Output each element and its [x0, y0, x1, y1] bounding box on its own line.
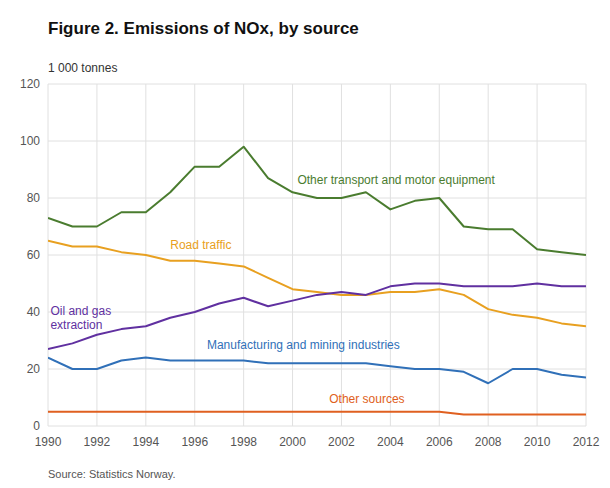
- y-tick-label: 100: [20, 134, 40, 148]
- y-grid-line: [48, 255, 586, 256]
- series-label-line: Road traffic: [170, 238, 231, 252]
- x-grid-line: [96, 84, 97, 426]
- y-tick-label: 0: [33, 419, 40, 433]
- series-label: Manufacturing and mining industries: [207, 338, 400, 352]
- y-axis-label: 1 000 tonnes: [48, 61, 117, 75]
- series-line: [48, 147, 586, 255]
- series-label-line: Manufacturing and mining industries: [207, 338, 400, 352]
- y-tick-label: 80: [27, 191, 41, 205]
- y-tick-label: 60: [27, 248, 41, 262]
- x-grid-line: [488, 84, 489, 426]
- x-tick-label: 1990: [35, 435, 62, 449]
- x-tick-label: 2002: [328, 435, 355, 449]
- x-grid-line: [292, 84, 293, 426]
- x-tick-label: 1998: [230, 435, 257, 449]
- series-line: [48, 358, 586, 384]
- x-grid-line: [194, 84, 195, 426]
- y-grid-line: [48, 369, 586, 370]
- x-tick-label: 2010: [524, 435, 551, 449]
- series-label-line: Other transport and motor equipment: [297, 173, 495, 187]
- y-grid-line: [48, 84, 586, 85]
- x-tick-label: 1994: [132, 435, 159, 449]
- x-grid-line: [537, 84, 538, 426]
- series-line: [48, 241, 586, 327]
- chart: Figure 2. Emissions of NOx, by source 1 0…: [0, 0, 610, 488]
- series-label: Oil and gasextraction: [50, 304, 111, 332]
- x-tick-label: 2008: [475, 435, 502, 449]
- x-grid-line: [341, 84, 342, 426]
- series-label-line: Oil and gas: [50, 304, 111, 318]
- y-tick-label: 20: [27, 362, 41, 376]
- x-tick-label: 1992: [84, 435, 111, 449]
- series-label-line: extraction: [50, 318, 102, 332]
- series-label: Other sources: [329, 392, 404, 406]
- series-line: [48, 412, 586, 415]
- x-tick-label: 2012: [573, 435, 600, 449]
- title: Figure 2. Emissions of NOx, by source: [48, 19, 359, 38]
- x-grid-line: [390, 84, 391, 426]
- x-grid-line: [243, 84, 244, 426]
- series-label: Road traffic: [170, 238, 231, 252]
- lines: [48, 147, 586, 415]
- x-tick-label: 2000: [279, 435, 306, 449]
- series-label: Other transport and motor equipment: [297, 173, 495, 187]
- x-tick-label: 1996: [181, 435, 208, 449]
- y-grid-line: [48, 141, 586, 142]
- x-grid-line: [48, 84, 49, 426]
- grid: [48, 84, 586, 426]
- y-tick-label: 120: [20, 77, 40, 91]
- y-grid-line: [48, 426, 586, 427]
- series-label-line: Other sources: [329, 392, 404, 406]
- y-tick-label: 40: [27, 305, 41, 319]
- x-grid-line: [439, 84, 440, 426]
- source: Source: Statistics Norway.: [48, 468, 176, 480]
- x-tick-label: 2006: [426, 435, 453, 449]
- x-tick-label: 2004: [377, 435, 404, 449]
